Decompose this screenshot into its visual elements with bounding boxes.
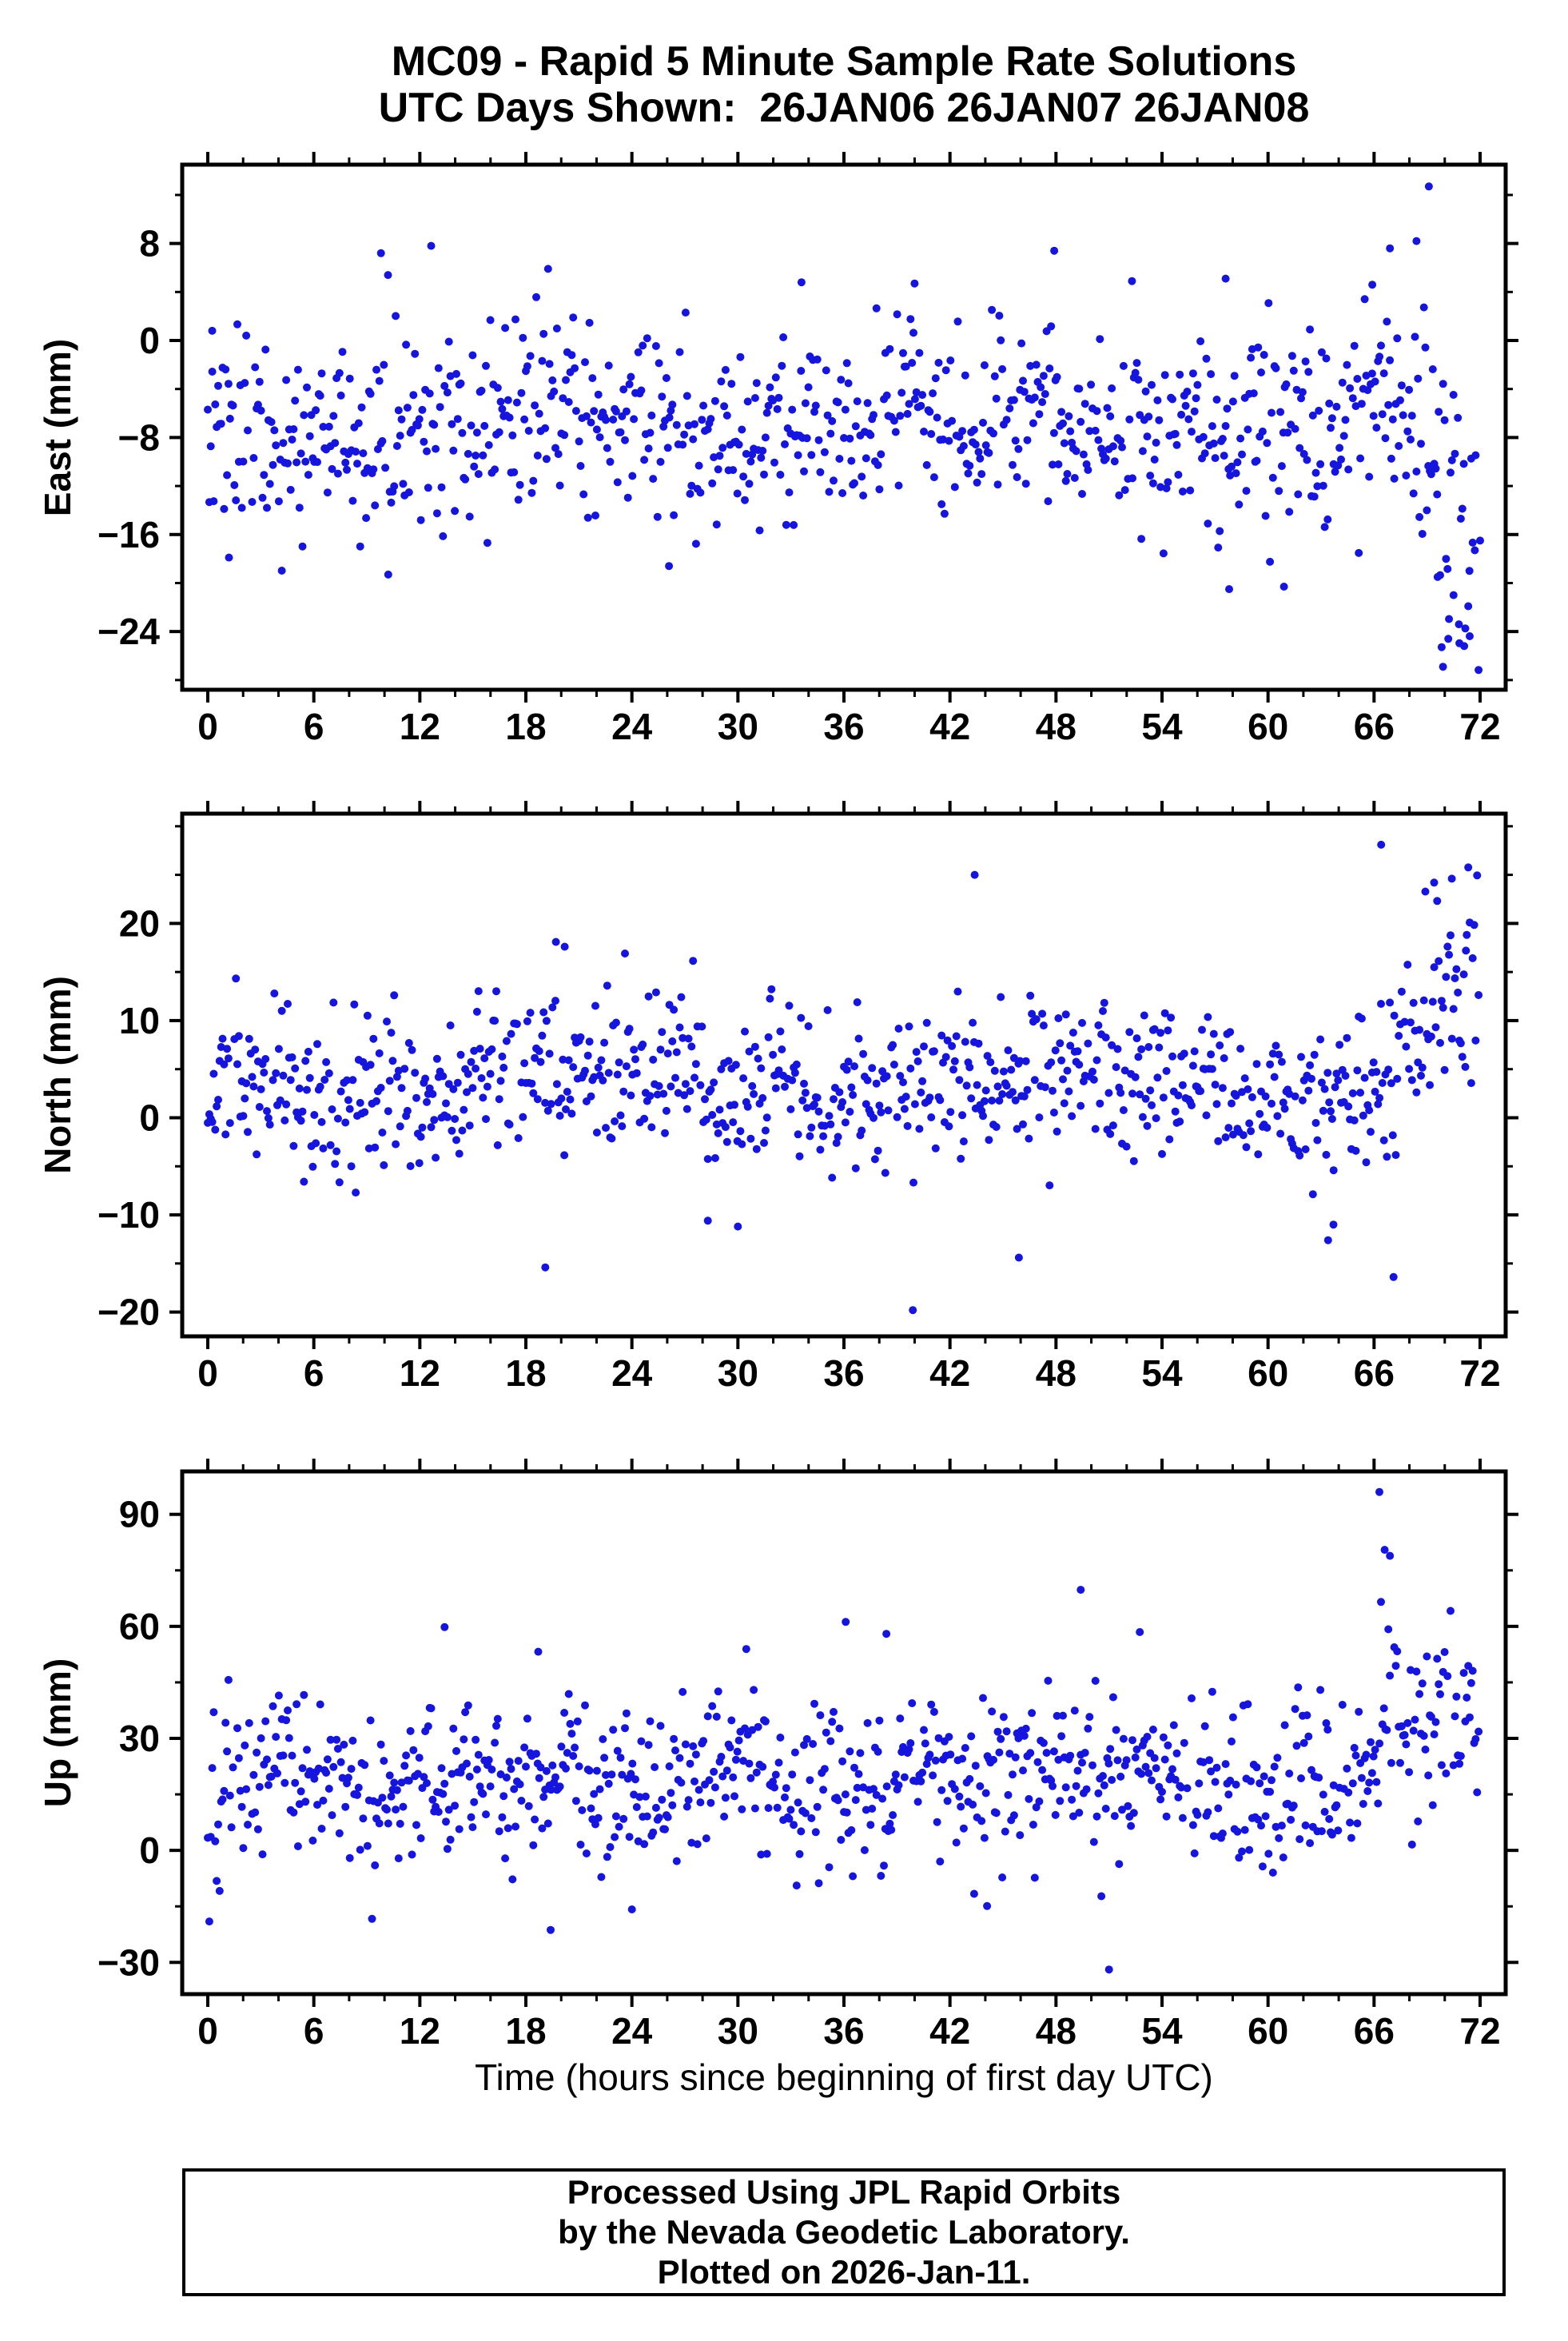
svg-text:60: 60: [119, 1606, 160, 1647]
svg-text:6: 6: [304, 2010, 324, 2052]
plot-subtitle: UTC Days Shown: 26JAN06 26JAN07 26JAN08: [378, 85, 1310, 131]
svg-text:0: 0: [139, 1097, 160, 1138]
svg-text:24: 24: [611, 1352, 653, 1394]
svg-text:24: 24: [611, 2010, 653, 2052]
svg-text:72: 72: [1459, 2010, 1500, 2052]
svg-text:6: 6: [304, 1352, 324, 1394]
svg-text:−16: −16: [98, 514, 160, 555]
svg-text:0: 0: [197, 1352, 218, 1394]
svg-text:−20: −20: [98, 1292, 160, 1333]
svg-text:18: 18: [505, 1352, 546, 1394]
svg-text:66: 66: [1354, 706, 1395, 747]
svg-text:12: 12: [400, 2010, 440, 2052]
svg-text:60: 60: [1248, 706, 1288, 747]
svg-text:90: 90: [119, 1494, 160, 1535]
svg-text:12: 12: [400, 706, 440, 747]
footer-line-3: Plotted on 2026-Jan-11.: [657, 2253, 1031, 2291]
svg-text:6: 6: [304, 706, 324, 747]
svg-text:48: 48: [1036, 2010, 1077, 2052]
svg-text:42: 42: [929, 1352, 970, 1394]
svg-text:0: 0: [139, 320, 160, 361]
svg-text:72: 72: [1459, 706, 1500, 747]
svg-text:66: 66: [1354, 2010, 1395, 2052]
svg-text:18: 18: [505, 706, 546, 747]
svg-text:66: 66: [1354, 1352, 1395, 1394]
svg-text:8: 8: [139, 223, 160, 265]
svg-text:−24: −24: [98, 611, 160, 652]
svg-text:36: 36: [823, 1352, 864, 1394]
svg-text:10: 10: [119, 1000, 160, 1041]
plot-title: MC09 - Rapid 5 Minute Sample Rate Soluti…: [391, 38, 1297, 85]
svg-text:0: 0: [197, 2010, 218, 2052]
svg-text:30: 30: [718, 2010, 758, 2052]
svg-text:60: 60: [1248, 1352, 1288, 1394]
svg-text:42: 42: [929, 2010, 970, 2052]
svg-text:−10: −10: [98, 1194, 160, 1236]
svg-text:36: 36: [823, 2010, 864, 2052]
svg-text:20: 20: [119, 902, 160, 944]
svg-text:54: 54: [1141, 706, 1183, 747]
svg-text:60: 60: [1248, 2010, 1288, 2052]
svg-text:−8: −8: [118, 416, 160, 458]
footer-box: Processed Using JPL Rapid Orbits by the …: [182, 2168, 1506, 2296]
footer-line-2: by the Nevada Geodetic Laboratory.: [558, 2213, 1130, 2251]
svg-text:36: 36: [823, 706, 864, 747]
plot-east: 0 6 12 18 24 30 36 42 48 54 60 66 72 8 0 −8 −16 −24: [98, 152, 1518, 747]
svg-text:0: 0: [139, 1829, 160, 1871]
svg-text:54: 54: [1141, 1352, 1183, 1394]
footer-line-1: Processed Using JPL Rapid Orbits: [567, 2173, 1121, 2211]
svg-text:48: 48: [1036, 1352, 1077, 1394]
x-axis-label: Time (hours since beginning of first day…: [475, 2056, 1213, 2098]
plot-north: 0 6 12 18 24 30 36 42 48 54 60 66 72 20 10 0 −10 −20: [98, 801, 1518, 1394]
svg-text:18: 18: [505, 2010, 546, 2052]
svg-text:−30: −30: [98, 1941, 160, 1983]
svg-text:0: 0: [197, 706, 218, 747]
svg-text:12: 12: [400, 1352, 440, 1394]
svg-text:30: 30: [119, 1718, 160, 1759]
svg-text:48: 48: [1036, 706, 1077, 747]
svg-text:72: 72: [1459, 1352, 1500, 1394]
svg-text:24: 24: [611, 706, 653, 747]
svg-text:30: 30: [718, 1352, 758, 1394]
svg-text:42: 42: [929, 706, 970, 747]
plot-title-block: MC09 - Rapid 5 Minute Sample Rate Soluti…: [182, 38, 1506, 131]
svg-text:30: 30: [718, 706, 758, 747]
plot-up: 0 6 12 18 24 30 36 42 48 54 60 66 72 90 60 30 0 −30: [98, 1459, 1518, 2052]
svg-text:54: 54: [1141, 2010, 1183, 2052]
